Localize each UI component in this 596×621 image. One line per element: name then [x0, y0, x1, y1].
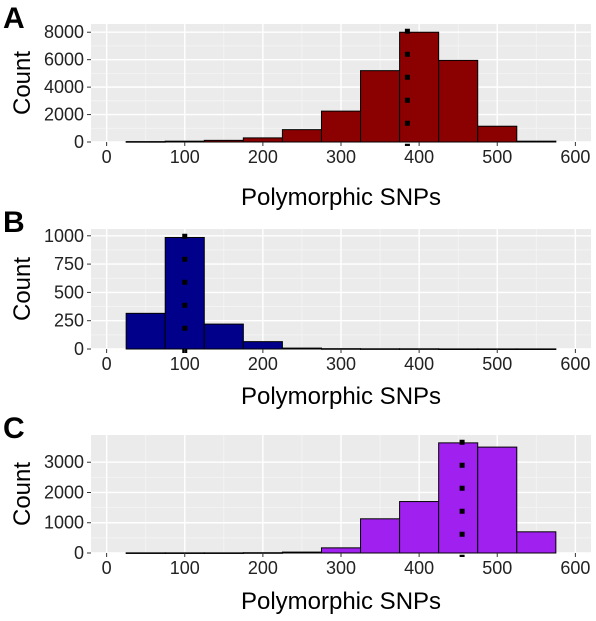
histogram-bar	[438, 59, 479, 143]
x-tick-label: 600	[560, 147, 590, 167]
histogram-bar	[477, 125, 518, 143]
x-tick-label: 100	[170, 354, 200, 374]
x-tick-label: 300	[326, 147, 356, 167]
x-tick-label: 500	[482, 558, 512, 578]
y-tick-label: 500	[54, 282, 84, 302]
histogram-bar	[164, 140, 205, 143]
histogram-bar	[516, 140, 557, 143]
histogram-bar	[203, 323, 244, 350]
histogram-bar	[281, 129, 322, 143]
x-tick-label: 300	[326, 558, 356, 578]
histogram-bar	[281, 347, 322, 350]
y-tick-label: 0	[74, 132, 84, 152]
x-tick-label: 400	[404, 558, 434, 578]
y-tick-label: 1000	[44, 226, 84, 246]
x-tick-label: 400	[404, 147, 434, 167]
y-tick-label: 4000	[44, 77, 84, 97]
histogram-bar	[516, 348, 557, 350]
histogram-bar	[477, 446, 518, 554]
x-tick-label: 200	[248, 354, 278, 374]
y-axis-label: Count	[9, 462, 36, 526]
y-tick-label: 3000	[44, 452, 84, 472]
histogram-bar	[399, 501, 440, 554]
histogram-bar	[125, 552, 166, 554]
y-tick-label: 0	[74, 543, 84, 563]
x-axis-label: Polymorphic SNPs	[241, 588, 441, 615]
x-tick-label: 200	[248, 558, 278, 578]
histogram-bar	[125, 312, 166, 350]
x-tick-label: 400	[404, 354, 434, 374]
histogram-bar	[203, 139, 244, 143]
histogram-bar	[516, 531, 557, 554]
histogram-bar	[203, 552, 244, 554]
histogram-bar	[242, 341, 283, 350]
histogram-bar	[320, 547, 362, 554]
panel-b: 0 100 200 300 400 500 600 0 250 500 750 1000 B Count P…	[3, 206, 591, 410]
histogram-bar	[360, 518, 401, 554]
x-axis-label: Polymorphic SNPs	[241, 184, 441, 211]
panel-label: B	[3, 206, 25, 239]
panel-label: C	[3, 412, 25, 445]
histogram-bar	[125, 141, 166, 143]
y-tick-label: 1000	[44, 513, 84, 533]
x-tick-label: 0	[102, 558, 112, 578]
histogram-bar	[360, 70, 401, 143]
y-axis-label: Count	[9, 257, 36, 321]
x-tick-label: 100	[170, 147, 200, 167]
histogram-bar	[438, 442, 479, 554]
x-tick-label: 200	[248, 147, 278, 167]
histogram-bar	[360, 348, 401, 350]
histogram-bar	[320, 110, 362, 143]
y-tick-label: 250	[54, 311, 84, 331]
x-tick-label: 500	[482, 147, 512, 167]
x-tick-label: 100	[170, 558, 200, 578]
x-tick-label: 300	[326, 354, 356, 374]
y-tick-label: 0	[74, 339, 84, 359]
y-axis-label: Count	[9, 51, 36, 115]
histogram-bar	[281, 551, 322, 554]
y-tick-label: 2000	[44, 105, 84, 125]
x-tick-label: 600	[560, 354, 590, 374]
histogram-bar	[438, 348, 479, 350]
y-tick-label: 2000	[44, 482, 84, 502]
y-tick-label: 8000	[44, 22, 84, 42]
panel-c: 0 100 200 300 400 500 600 0 1000 2000 3000 C Count Po…	[3, 412, 591, 615]
y-tick-label: 750	[54, 254, 84, 274]
x-tick-label: 0	[102, 147, 112, 167]
x-tick-label: 600	[560, 558, 590, 578]
y-tick-label: 6000	[44, 50, 84, 70]
histogram-bar	[164, 236, 205, 350]
x-tick-label: 0	[102, 354, 112, 374]
x-tick-label: 500	[482, 354, 512, 374]
histogram-bar	[242, 137, 283, 143]
panel-a: 0 100 200 300 400 500 60002000400060008000ACou…	[3, 2, 591, 211]
x-axis-label: Polymorphic SNPs	[241, 383, 441, 410]
panel-label: A	[3, 2, 25, 35]
